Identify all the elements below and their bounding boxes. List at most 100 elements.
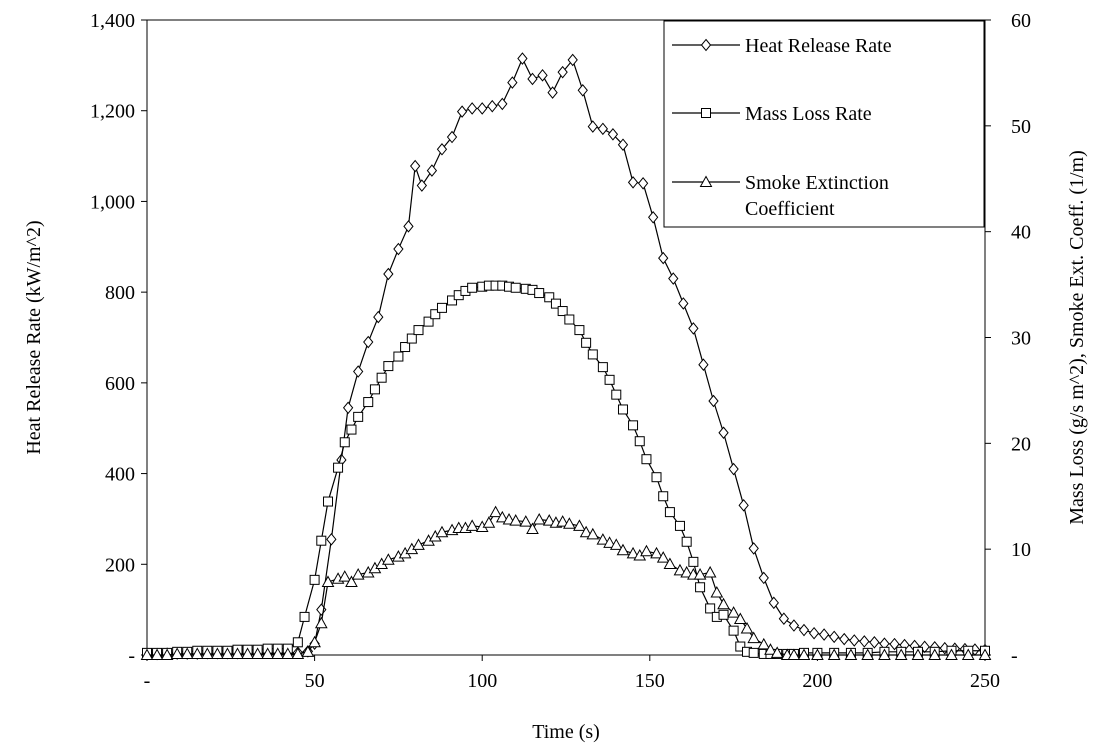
data-point-smoke-extinction-coefficient <box>542 514 556 526</box>
data-point-mass-loss-rate <box>628 420 639 431</box>
data-point-heat-release-rate <box>527 72 538 86</box>
data-point-smoke-extinction-coefficient <box>861 648 875 660</box>
data-point-mass-loss-rate <box>664 507 675 518</box>
data-point-heat-release-rate <box>728 462 739 476</box>
data-point-smoke-extinction-coefficient <box>314 616 328 629</box>
data-point-heat-release-rate <box>768 596 779 610</box>
legend-items: Heat Release Rate Mass Loss Rate Smoke Ext… <box>672 35 892 220</box>
data-point-heat-release-rate <box>788 619 800 632</box>
data-point-smoke-extinction-coefficient <box>338 570 352 582</box>
data-point-smoke-extinction-coefficient <box>150 648 164 660</box>
data-point-smoke-extinction-coefficient <box>140 648 154 660</box>
data-point-smoke-extinction-coefficient <box>596 533 610 545</box>
data-point-mass-loss-rate <box>695 582 706 593</box>
data-point-heat-release-rate <box>738 499 749 512</box>
data-point-heat-release-rate <box>410 159 421 173</box>
data-point-heat-release-rate <box>607 128 619 141</box>
legend-label: Smoke Extinction Coefficient <box>745 172 889 220</box>
data-point-heat-release-rate <box>648 211 659 224</box>
data-point-smoke-extinction-coefficient <box>563 517 576 529</box>
data-point-heat-release-rate <box>748 542 759 555</box>
data-point-mass-loss-rate <box>564 314 575 325</box>
y-axis-left-title: Heat Release Rate (kW/m^2) <box>23 220 45 454</box>
data-point-heat-release-rate <box>456 105 468 118</box>
data-point-smoke-extinction-coefficient <box>978 648 992 660</box>
data-point-smoke-extinction-coefficient <box>251 647 264 659</box>
data-point-smoke-extinction-coefficient <box>945 648 958 660</box>
data-point-heat-release-rate <box>869 636 880 649</box>
data-point-mass-loss-rate <box>309 574 320 585</box>
data-point-smoke-extinction-coefficient <box>663 557 677 569</box>
x-tick-label: 50 <box>305 670 325 692</box>
data-point-heat-release-rate <box>567 53 578 67</box>
y-right-tick-label: 40 <box>1011 222 1031 244</box>
data-point-smoke-extinction-coefficient <box>770 646 784 658</box>
data-point-mass-loss-rate <box>705 603 716 614</box>
data-point-mass-loss-rate <box>748 647 759 658</box>
data-point-mass-loss-rate <box>557 306 568 317</box>
data-point-smoke-extinction-coefficient <box>281 647 295 659</box>
data-point-heat-release-rate <box>577 84 588 97</box>
data-point-mass-loss-rate <box>400 342 411 353</box>
data-point-mass-loss-rate <box>467 282 478 293</box>
data-point-mass-loss-rate <box>611 389 622 400</box>
data-point-smoke-extinction-coefficient <box>827 648 841 660</box>
data-point-smoke-extinction-coefficient <box>640 544 653 557</box>
series-layer <box>140 52 992 661</box>
data-point-smoke-extinction-coefficient <box>211 647 224 659</box>
y-left-tick-label: 1,000 <box>90 191 135 213</box>
data-point-smoke-extinction-coefficient <box>519 515 533 527</box>
data-point-smoke-extinction-coefficient <box>844 648 858 660</box>
data-point-smoke-extinction-coefficient <box>717 597 730 610</box>
data-point-smoke-extinction-coefficient <box>928 648 942 660</box>
data-point-smoke-extinction-coefficient <box>703 565 717 578</box>
data-point-smoke-extinction-coefficient <box>609 538 623 550</box>
data-point-smoke-extinction-coefficient <box>733 612 747 625</box>
data-point-mass-loss-rate <box>674 520 685 531</box>
data-point-smoke-extinction-coefficient <box>894 648 908 660</box>
x-tick-label: 200 <box>802 670 832 692</box>
x-tick-label: 150 <box>635 670 665 692</box>
data-point-mass-loss-rate <box>534 288 545 299</box>
data-point-heat-release-rate <box>373 310 384 324</box>
data-point-smoke-extinction-coefficient <box>573 519 586 531</box>
legend-entry-smoke-extinction-coefficient: Smoke Extinction Coefficient <box>672 172 889 220</box>
data-point-heat-release-rate <box>557 65 568 79</box>
data-point-smoke-extinction-coefficient <box>740 622 754 634</box>
data-point-heat-release-rate <box>778 612 790 626</box>
data-point-heat-release-rate <box>517 52 528 65</box>
data-point-heat-release-rate <box>597 122 609 136</box>
data-point-mass-loss-rate <box>436 302 447 313</box>
y-left-tick-label: 200 <box>105 554 135 576</box>
data-point-smoke-extinction-coefficient <box>321 575 335 587</box>
data-point-smoke-extinction-coefficient <box>764 643 777 655</box>
data-point-smoke-extinction-coefficient <box>261 647 275 659</box>
data-point-mass-loss-rate <box>550 298 561 309</box>
data-point-mass-loss-rate <box>376 372 387 383</box>
data-point-mass-loss-rate <box>681 536 692 547</box>
data-point-smoke-extinction-coefficient <box>190 647 204 659</box>
y-right-tick-label: 60 <box>1011 10 1031 32</box>
data-point-heat-release-rate <box>363 335 374 349</box>
data-point-mass-loss-rate <box>688 556 699 567</box>
data-point-heat-release-rate <box>497 97 508 111</box>
data-point-smoke-extinction-coefficient <box>787 648 801 660</box>
data-point-smoke-extinction-coefficient <box>710 586 724 598</box>
data-point-heat-release-rate <box>466 102 478 115</box>
data-point-smoke-extinction-coefficient <box>271 647 285 659</box>
legend-label: Mass Loss Rate <box>745 103 872 125</box>
data-point-heat-release-rate <box>537 69 548 82</box>
data-point-smoke-extinction-coefficient <box>586 527 600 540</box>
data-point-mass-loss-rate <box>718 609 729 620</box>
data-point-mass-loss-rate <box>353 411 364 422</box>
y-axis-right-title: Mass Loss (g/s m^2), Smoke Ext. Coeff. (… <box>1066 150 1088 525</box>
data-point-smoke-extinction-coefficient <box>616 543 630 556</box>
data-point-smoke-extinction-coefficient <box>160 648 174 660</box>
data-point-mass-loss-rate <box>323 496 334 507</box>
data-point-smoke-extinction-coefficient <box>579 525 593 538</box>
data-point-mass-loss-rate <box>544 292 555 303</box>
data-point-smoke-extinction-coefficient <box>556 515 569 527</box>
y-right-tick-label: - <box>1011 645 1018 667</box>
data-point-heat-release-rate <box>658 251 669 265</box>
data-point-smoke-extinction-coefficient <box>757 637 771 650</box>
